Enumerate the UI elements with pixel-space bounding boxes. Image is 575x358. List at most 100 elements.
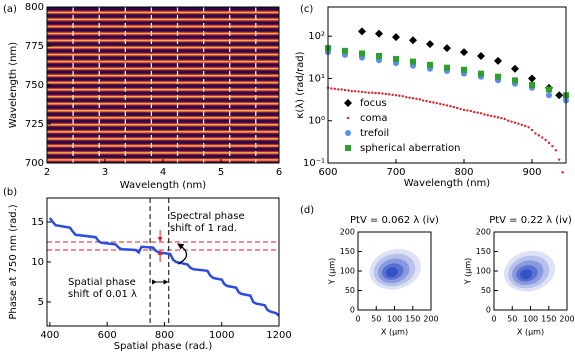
- y-tick-label: 10²: [308, 31, 325, 42]
- x-axis-label: X (µm): [381, 328, 408, 337]
- marker: [459, 107, 462, 111]
- x-tick-label: 1200: [266, 330, 291, 341]
- marker: [546, 86, 552, 93]
- marker: [374, 91, 377, 95]
- marker: [444, 64, 450, 71]
- y-tick-label: 100: [476, 267, 491, 276]
- marker: [394, 94, 398, 97]
- marker: [496, 116, 500, 119]
- x-tick-label: 700: [386, 167, 405, 178]
- x-tick-label: 600: [318, 167, 337, 178]
- marker: [367, 91, 370, 94]
- marker: [350, 89, 353, 93]
- fringe: [47, 93, 279, 100]
- marker: [511, 64, 519, 73]
- marker: [527, 126, 530, 129]
- marker: [524, 124, 527, 128]
- marker: [388, 93, 391, 96]
- marker: [398, 94, 401, 97]
- fringe: [47, 128, 279, 135]
- marker: [445, 104, 449, 107]
- marker: [490, 114, 493, 118]
- marker: [381, 92, 384, 95]
- marker: [384, 92, 387, 96]
- marker: [375, 29, 383, 38]
- marker: [493, 115, 496, 118]
- marker: [473, 110, 476, 114]
- contour-level: [520, 269, 533, 280]
- marker: [547, 141, 551, 145]
- marker: [530, 128, 534, 132]
- marker: [337, 88, 340, 91]
- marker: [476, 111, 479, 114]
- marker: [558, 158, 561, 161]
- marker: [507, 119, 510, 122]
- marker: [360, 90, 364, 94]
- marker: [561, 171, 564, 174]
- x-tick-label: 1000: [209, 330, 234, 341]
- y-tick-label: 775: [25, 41, 44, 52]
- marker: [393, 55, 399, 62]
- legend-label: coma: [360, 113, 388, 124]
- x-axis-label: Spatial phase (rad.): [114, 341, 213, 352]
- phase-line: [48, 217, 280, 317]
- marker: [346, 116, 350, 120]
- fringe: [47, 37, 279, 44]
- marker: [503, 117, 506, 121]
- marker: [537, 134, 540, 137]
- marker: [517, 122, 520, 125]
- marker: [354, 89, 357, 93]
- marker: [452, 105, 455, 109]
- marker: [427, 61, 433, 68]
- y-tick-label: 100: [340, 267, 355, 276]
- fringe: [47, 58, 279, 65]
- marker: [426, 40, 434, 49]
- y-tick-label: 50: [481, 286, 491, 295]
- marker: [343, 88, 347, 92]
- contour-level: [386, 267, 398, 278]
- marker: [478, 70, 484, 77]
- x-tick-label: 2: [44, 167, 50, 178]
- marker: [377, 91, 381, 95]
- fringe: [47, 86, 279, 93]
- panel-title: PtV = 0.062 λ (iv): [350, 215, 439, 226]
- x-tick-label: 800: [454, 167, 473, 178]
- y-tick-label: 0: [486, 306, 491, 315]
- x-tick-label: 4: [160, 167, 166, 178]
- y-tick-label: 10: [31, 257, 44, 268]
- y-tick-label: 10¹: [308, 73, 325, 84]
- marker: [410, 58, 416, 65]
- arrow: [177, 243, 188, 265]
- marker: [479, 112, 483, 115]
- marker: [443, 44, 451, 53]
- marker: [432, 101, 435, 104]
- marker: [358, 27, 366, 36]
- y-axis-label: Wavelength (nm): [8, 42, 19, 128]
- x-tick-label: 900: [522, 167, 541, 178]
- x-axis-label: X (µm): [517, 328, 544, 337]
- y-axis-label: Y (µm): [464, 258, 473, 286]
- marker: [534, 132, 537, 135]
- marker: [401, 95, 404, 98]
- marker: [435, 101, 438, 105]
- panel-title: PtV = 0.22 λ (iv): [489, 215, 572, 226]
- marker: [439, 102, 442, 106]
- marker: [442, 103, 445, 106]
- x-tick-label: 100: [523, 315, 538, 324]
- x-tick-label: 100: [387, 315, 402, 324]
- y-axis-label: Y (µm): [328, 258, 337, 286]
- marker: [425, 99, 428, 103]
- x-axis-label: Wavelength (nm): [120, 180, 206, 191]
- annotation: Spectral phase: [170, 211, 245, 222]
- marker: [422, 99, 425, 102]
- fringe: [47, 44, 279, 51]
- marker: [347, 89, 350, 92]
- marker: [469, 109, 472, 113]
- y-axis-label: κ(λ) (rad/rad): [295, 51, 306, 118]
- marker: [477, 51, 485, 60]
- legend-label: focus: [360, 98, 387, 109]
- marker: [391, 93, 394, 97]
- x-tick-label: 600: [98, 330, 117, 341]
- x-tick-label: 3: [102, 167, 108, 178]
- panel-label: (a): [3, 4, 17, 15]
